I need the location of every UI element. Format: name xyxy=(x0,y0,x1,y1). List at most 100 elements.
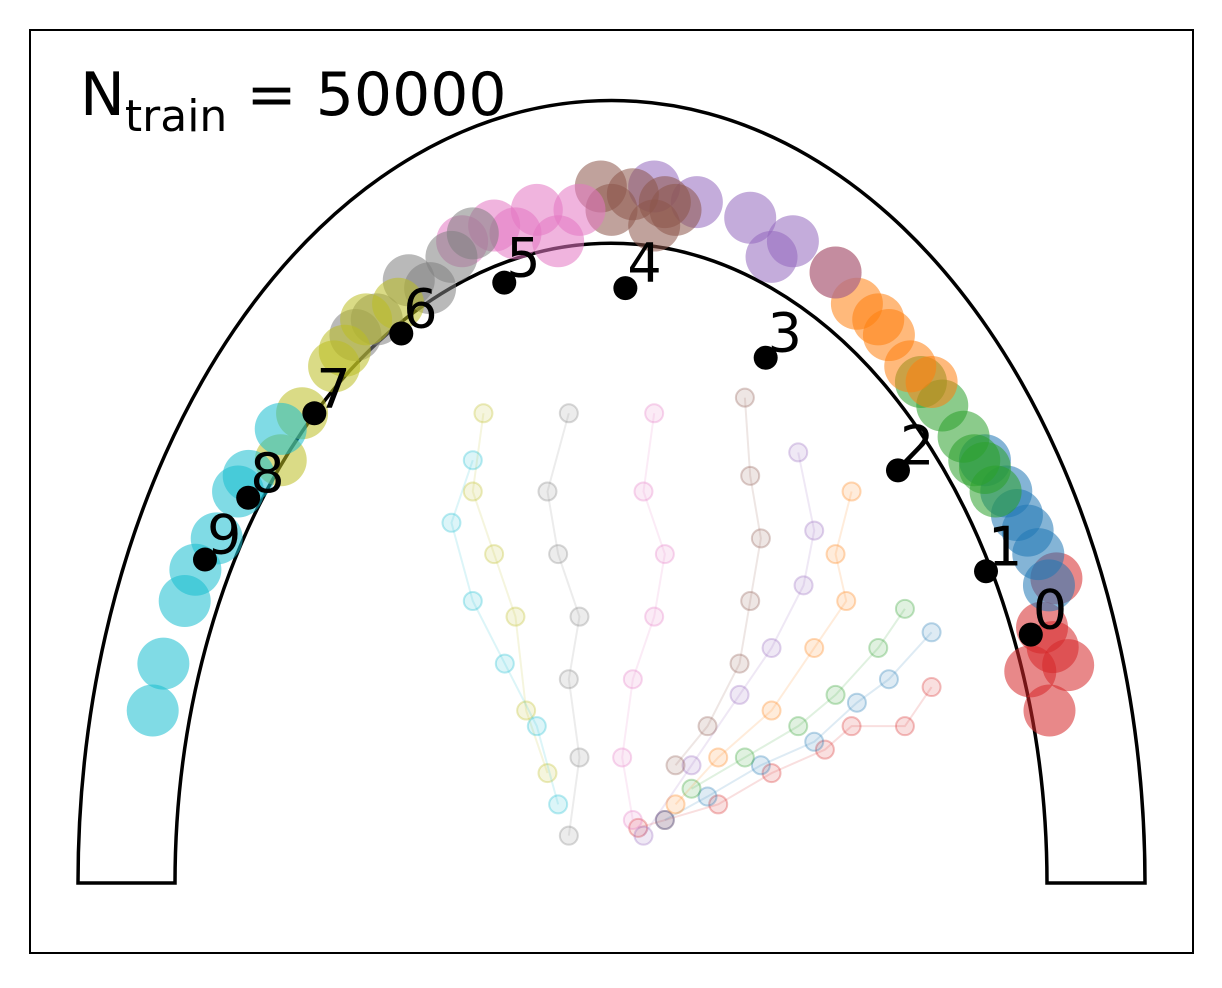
cloud-point xyxy=(809,246,862,299)
trail-point xyxy=(558,669,579,690)
trail-point xyxy=(761,637,782,658)
trail-point xyxy=(804,731,825,752)
trail-point xyxy=(537,763,558,784)
trail-point xyxy=(708,794,729,815)
trail-point xyxy=(612,747,633,768)
cloud-point xyxy=(1012,528,1065,581)
annotation-sub: train xyxy=(125,91,227,142)
target-point xyxy=(192,547,217,572)
trail-point xyxy=(868,637,889,658)
trail-line xyxy=(664,631,933,821)
trail-point xyxy=(494,653,515,674)
trail-point xyxy=(633,825,654,846)
trail-point xyxy=(548,794,569,815)
trail-point xyxy=(505,606,526,627)
trail-point xyxy=(644,606,665,627)
trail-point xyxy=(622,810,643,831)
point-label: 7 xyxy=(316,357,350,420)
target-point xyxy=(1018,622,1043,647)
trail-point xyxy=(836,591,857,612)
trail-point xyxy=(814,739,835,760)
cloud-point xyxy=(745,230,798,283)
cloud-point xyxy=(372,277,425,330)
trail-line xyxy=(642,452,816,837)
trail-line xyxy=(691,608,906,790)
trail-point xyxy=(628,817,649,838)
trail-point xyxy=(846,692,867,713)
trail-point xyxy=(681,755,702,776)
cloud-point xyxy=(126,684,179,737)
trail-point xyxy=(665,794,686,815)
point-label: 8 xyxy=(250,442,284,505)
annotation: Ntrain = 50000 xyxy=(80,60,507,142)
trail-point xyxy=(484,544,505,565)
trail-point xyxy=(654,810,675,831)
target-point xyxy=(389,321,414,346)
trail-point xyxy=(921,622,942,643)
trail-point xyxy=(462,481,483,502)
trail-point xyxy=(537,481,558,502)
cloud-point xyxy=(1023,684,1076,737)
point-label: 4 xyxy=(627,232,661,295)
trail-point xyxy=(825,544,846,565)
trail-point xyxy=(462,450,483,471)
target-point xyxy=(302,401,327,426)
trail-point xyxy=(681,778,702,799)
cloud-point xyxy=(724,191,777,244)
point-label: 2 xyxy=(900,414,934,477)
cloud-point xyxy=(489,207,542,260)
point-label: 1 xyxy=(988,515,1022,578)
trail-point xyxy=(750,755,771,776)
cloud-point xyxy=(884,340,937,393)
trail-point xyxy=(841,716,862,737)
point-label: 0 xyxy=(1033,579,1067,642)
cloud-point xyxy=(446,207,499,260)
trail-point xyxy=(441,512,462,533)
target-point xyxy=(753,345,778,370)
cloud-point xyxy=(1004,645,1057,698)
cloud-point xyxy=(137,637,190,690)
trail-point xyxy=(569,747,590,768)
trail-point xyxy=(526,716,547,737)
trail-point xyxy=(697,786,718,807)
trail-point xyxy=(644,403,665,424)
trail-point xyxy=(894,598,915,619)
trail-point xyxy=(804,520,825,541)
target-point xyxy=(974,559,999,584)
trail-point xyxy=(761,700,782,721)
trail-point xyxy=(734,387,755,408)
trail-point xyxy=(548,544,569,565)
target-point xyxy=(613,276,638,301)
cloud-point xyxy=(638,176,691,229)
cloud-point xyxy=(532,215,585,268)
trail-point xyxy=(558,825,579,846)
cloud-point xyxy=(318,324,371,377)
trail-point xyxy=(633,481,654,502)
trail-point xyxy=(697,716,718,737)
trail-point xyxy=(788,442,809,463)
trail-line xyxy=(471,413,549,774)
trail-point xyxy=(761,763,782,784)
trail-line xyxy=(621,413,666,821)
trail-point xyxy=(841,481,862,502)
trail-point xyxy=(516,700,537,721)
trail-point xyxy=(665,755,686,776)
point-label: 3 xyxy=(768,302,802,365)
trail-point xyxy=(878,669,899,690)
target-point xyxy=(492,270,517,295)
target-point xyxy=(885,458,910,483)
trail-point xyxy=(804,637,825,658)
point-label: 9 xyxy=(207,504,241,567)
trail-line xyxy=(450,459,560,805)
trail-point xyxy=(921,677,942,698)
point-label: 5 xyxy=(506,227,540,290)
trail-line xyxy=(637,686,933,829)
trail-point xyxy=(894,716,915,737)
trail-point xyxy=(622,669,643,690)
trail-point xyxy=(750,528,771,549)
cloud-point xyxy=(254,402,307,455)
trail-line xyxy=(674,397,762,766)
